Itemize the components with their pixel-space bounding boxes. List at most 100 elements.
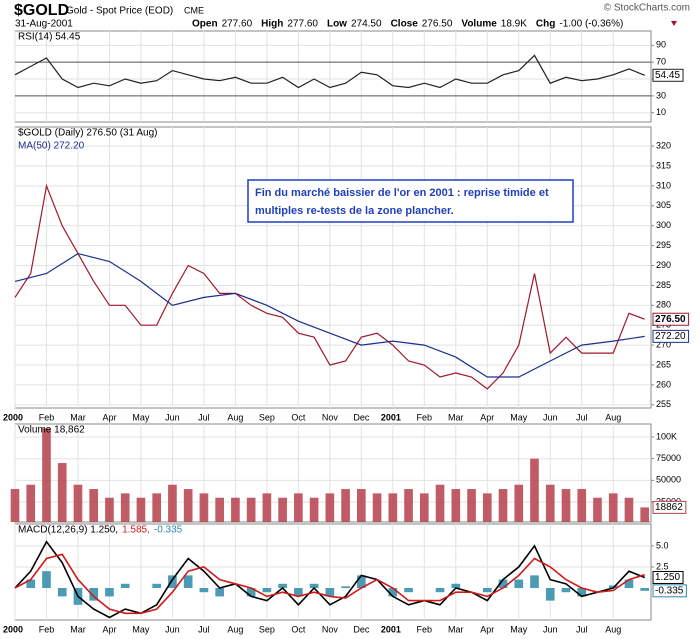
y-tick-label: 50000: [656, 475, 681, 485]
bar: [168, 484, 177, 522]
quote-value: 276.50: [422, 19, 453, 30]
bar: [168, 575, 177, 588]
x-tick-label: 2000: [3, 624, 23, 634]
bar: [152, 583, 162, 588]
y-tick-label: 265: [656, 359, 671, 369]
line: [14, 252, 645, 378]
instrument-name: Gold - Spot Price (EOD): [66, 6, 173, 17]
bar: [545, 588, 555, 601]
bar: [514, 579, 524, 588]
x-tick-label: Jul: [576, 624, 588, 634]
y-tick-label: 100K: [656, 431, 677, 441]
bar: [294, 588, 303, 597]
bar: [325, 588, 335, 597]
quote-label: High: [261, 19, 283, 30]
y-tick-label: 2.5: [656, 561, 669, 571]
x-tick-label: Jun: [165, 624, 180, 634]
panel-label: MA(50) 272.20: [18, 141, 85, 152]
x-tick-label: Aug: [227, 624, 243, 634]
y-tick-label: 315: [656, 160, 671, 170]
annotation-text: Fin du marché baissier de l'or en 2001 :…: [255, 187, 549, 199]
x-tick-label: Oct: [291, 412, 306, 422]
bar: [231, 497, 240, 522]
quote-value: 277.60: [222, 19, 253, 30]
bar: [498, 489, 508, 522]
quote-label: Volume: [461, 19, 497, 30]
x-tick-label: Jul: [198, 412, 210, 422]
x-tick-label: May: [510, 624, 528, 634]
line: [14, 553, 645, 615]
bar: [545, 484, 555, 522]
exchange: CME: [184, 5, 204, 15]
x-tick-label: Sep: [259, 624, 275, 634]
panel-label: 1.585,: [122, 525, 150, 536]
bar: [388, 493, 398, 522]
quote-value: -1.00 (-0.36%): [559, 19, 623, 30]
bar: [10, 489, 20, 522]
bar: [530, 458, 539, 522]
bar: [577, 588, 587, 597]
x-tick-label: Jun: [165, 412, 180, 422]
panel-label: MACD(12,26,9) 1.250,: [18, 525, 118, 536]
x-tick-label: Feb: [417, 412, 433, 422]
copyright: © StockCharts.com: [604, 3, 690, 14]
bar: [451, 489, 461, 522]
bar: [608, 585, 618, 588]
bar: [435, 484, 445, 522]
end-value-label: 272.20: [655, 331, 686, 342]
x-tick-label: Dec: [353, 412, 370, 422]
line: [14, 54, 645, 89]
bar: [89, 588, 99, 601]
x-tick-label: May: [510, 412, 528, 422]
bar: [42, 428, 51, 522]
y-tick-label: 255: [656, 399, 671, 409]
bar: [577, 489, 587, 522]
bar: [42, 571, 51, 588]
x-tick-label: Aug: [605, 412, 621, 422]
x-tick-label: Sep: [259, 412, 275, 422]
x-tick-label: Jul: [576, 412, 588, 422]
y-tick-label: 10: [656, 107, 666, 117]
bar: [372, 493, 382, 522]
symbol: $GOLD: [14, 2, 69, 19]
bar: [435, 588, 445, 593]
bar: [262, 588, 272, 593]
x-tick-label: Apr: [480, 412, 494, 422]
bar: [388, 588, 398, 597]
x-tick-label: Apr: [102, 624, 116, 634]
end-value-box: [652, 68, 684, 82]
bar: [215, 497, 224, 522]
bar: [640, 507, 650, 522]
x-tick-label: Mar: [70, 624, 86, 634]
bar: [325, 493, 335, 522]
bar: [530, 575, 539, 588]
quote-label: Open: [192, 19, 218, 30]
y-tick-label: 5.0: [656, 540, 669, 550]
down-arrow: [671, 21, 677, 26]
panel-frame: [14, 30, 652, 123]
bar: [451, 583, 461, 588]
x-tick-label: Mar: [448, 412, 464, 422]
bar: [404, 489, 413, 522]
bar: [593, 497, 602, 522]
bar: [341, 489, 350, 522]
y-tick-label: 295: [656, 240, 671, 250]
y-tick-label: 90: [656, 40, 666, 50]
x-tick-label: Jun: [543, 412, 558, 422]
bar: [561, 588, 571, 593]
y-tick-label: 320: [656, 140, 671, 150]
bar: [514, 484, 524, 522]
quote-value: 277.60: [287, 19, 318, 30]
end-value-label: 18862: [655, 502, 683, 513]
x-tick-label: Jun: [543, 624, 558, 634]
panel-frame: [14, 126, 652, 409]
bar: [183, 575, 193, 588]
x-tick-label: Jul: [198, 624, 210, 634]
bar: [498, 579, 508, 588]
bar: [57, 463, 67, 522]
x-tick-label: Dec: [353, 624, 370, 634]
y-tick-label: 290: [656, 260, 671, 270]
end-value-box: [652, 570, 684, 584]
